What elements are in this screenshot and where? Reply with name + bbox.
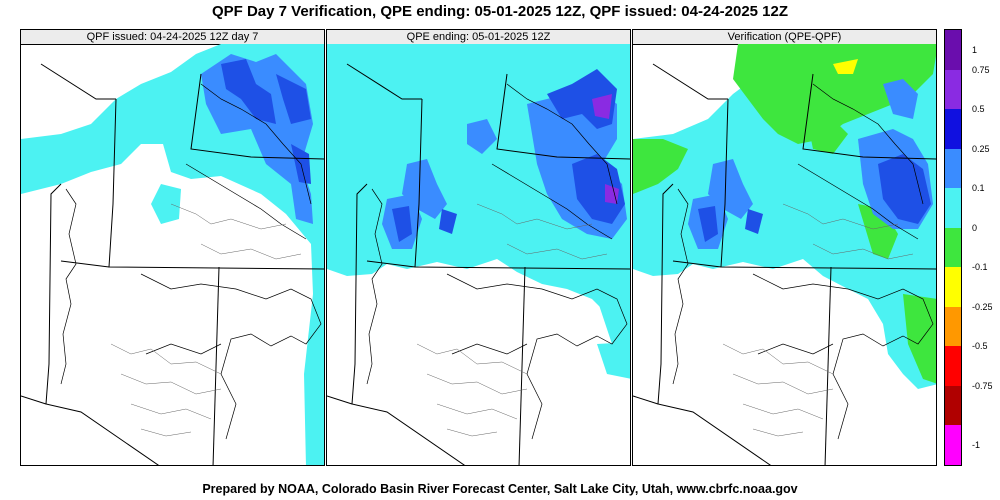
colorbar-segment xyxy=(945,385,961,426)
rivers xyxy=(110,203,302,437)
colorbar-tick-label: 1 xyxy=(972,44,978,55)
colorbar-tick-label: 0.5 xyxy=(972,104,985,115)
panel-title: QPF issued: 04-24-2025 12Z day 7 xyxy=(21,30,324,45)
state-boundaries xyxy=(327,63,630,465)
qpf-map xyxy=(21,44,324,465)
basin-boundaries xyxy=(60,83,322,440)
state-boundaries xyxy=(633,63,936,465)
colorbar-segment xyxy=(945,267,961,308)
colorbar-segment xyxy=(945,346,961,387)
colorbar-segment xyxy=(945,30,961,70)
colorbar-tick-label: 0 xyxy=(972,222,978,233)
basin-boundaries xyxy=(672,83,934,440)
qpe-map xyxy=(327,44,630,465)
panel-title: Verification (QPE-QPF) xyxy=(633,30,936,45)
colorbar-tick-label: -0.25 xyxy=(972,301,993,312)
colorbar-tick-label: 0.25 xyxy=(972,143,990,154)
colorbar-segment xyxy=(945,69,961,110)
colorbar-segment xyxy=(945,109,961,150)
colorbar-tick-label: -1 xyxy=(972,440,981,451)
colorbar-tick-label: -0.5 xyxy=(972,341,988,352)
qpf-precip-field xyxy=(21,44,324,465)
colorbar-segment xyxy=(945,227,961,268)
panel-verification: Verification (QPE-QPF) xyxy=(632,29,937,466)
rivers xyxy=(722,203,914,437)
colorbar-segment xyxy=(945,306,961,347)
basin-boundaries xyxy=(366,83,628,440)
colorbar-tick-label: -0.75 xyxy=(972,380,993,391)
panel-title: QPE ending: 05-01-2025 12Z xyxy=(327,30,630,45)
panel-qpf: QPF issued: 04-24-2025 12Z day 7 xyxy=(20,29,325,466)
colorbar-segment xyxy=(945,148,961,189)
colorbar-segment xyxy=(945,425,961,466)
colorbar-tick-label: 0.75 xyxy=(972,64,990,75)
colorbar-segment xyxy=(945,188,961,229)
colorbar-tick-label: 0.1 xyxy=(972,183,985,194)
rivers xyxy=(416,203,608,437)
panel-qpe: QPE ending: 05-01-2025 12Z xyxy=(326,29,631,466)
state-boundaries xyxy=(21,63,324,465)
figure-title: QPF Day 7 Verification, QPE ending: 05-0… xyxy=(211,3,789,20)
colorbar-tick-label: -0.1 xyxy=(972,262,988,273)
verification-map xyxy=(633,44,936,465)
footer-credit: Prepared by NOAA, Colorado Basin River F… xyxy=(202,482,798,496)
qpe-precip-field xyxy=(327,44,630,379)
verification-diff-field xyxy=(633,44,936,389)
colorbar xyxy=(944,29,962,466)
